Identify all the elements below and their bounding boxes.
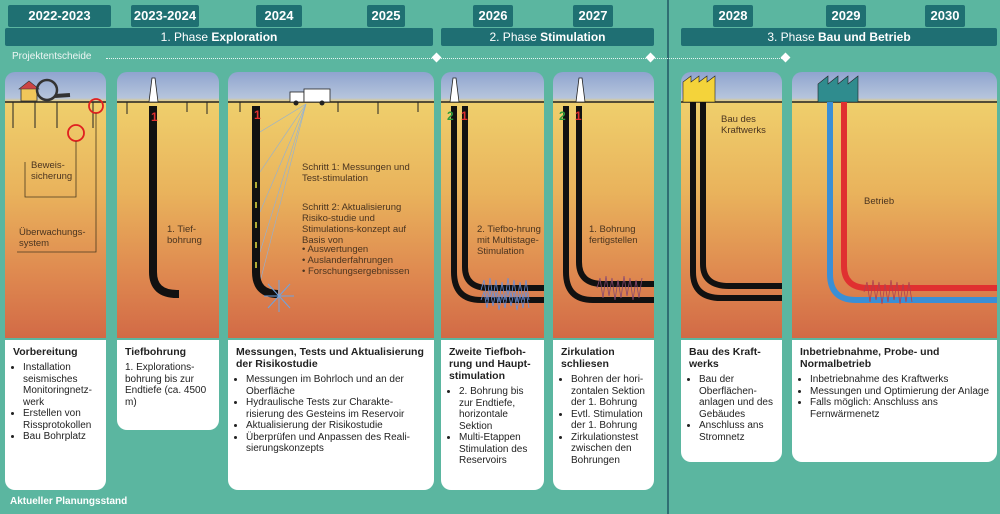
textbox-messungen: Messungen, Tests und Aktualisierung der … (228, 340, 434, 490)
year-2026: 2026 (473, 5, 513, 27)
annotation-schritt-1: Schritt 1: Messungen und Test-stimulatio… (302, 162, 410, 184)
item-messungen-1: Messungen im Bohrloch und an der Oberflä… (246, 374, 428, 397)
annotation-zweite-tiefbohrung: 2. Tiefbo-hrung mit Multistage-Stimulati… (477, 224, 541, 257)
item-messungen-2: Hydraulische Tests zur Charakte-risierun… (246, 397, 428, 420)
year-2028: 2028 (713, 5, 753, 27)
card-zirkulation: 2 1 1. Bohrung fertigstellen (553, 72, 654, 338)
item-vorbereitung-3: Bau Bohrplatz (23, 431, 100, 443)
title-zirkulation: Zirkulation schliesen (561, 346, 615, 370)
messungen-illustration: 1 (228, 88, 434, 312)
projektentscheide-label: Projektentscheide (12, 51, 92, 62)
textbox-zirkulation: Zirkulation schliesen Bohren der hori-zo… (553, 340, 654, 490)
sub-item-auswertungen: • Auswertungen (302, 244, 369, 255)
sub-item-forschungsergebnissen: • Forschungsergebnissen (302, 266, 410, 277)
item-zweite-2: Multi-Etappen Stimulation des Reservoirs (459, 432, 538, 467)
item-inbetriebnahme-2: Messungen und Optimierung der Anlage (810, 386, 991, 398)
sub-item-auswertungen-text: Auswertungen (307, 244, 369, 255)
item-vorbereitung-2: Erstellen von Rissprotokollen (23, 408, 100, 431)
card-messungen: 1 Schritt 1: Messungen und Test-stimulat… (228, 72, 434, 338)
zirkulation-illustration: 2 1 (553, 77, 654, 303)
annotation-sub-items: • Auswertungen • Auslanderfahrungen • Fo… (302, 244, 432, 277)
textbox-zweite-tiefbohrung: Zweite Tiefboh-rung und Haupt-stimulatio… (441, 340, 544, 490)
item-messungen-4: Überprüfen und Anpassen des Reali-sierun… (246, 432, 428, 455)
year-2025: 2025 (367, 5, 405, 27)
decision-diamond-2 (645, 52, 656, 63)
year-2022-2023: 2022-2023 (8, 5, 111, 27)
annotation-ueberwachungssystem: Überwachungs-system (19, 227, 86, 249)
phase-exploration: 1. Phase Exploration (5, 28, 433, 46)
card-vorbereitung: Beweis-sicherung Überwachungs-system (5, 72, 106, 338)
textbox-bau-kraftwerk: Bau des Kraft-werks Bau der Oberflächen-… (681, 340, 782, 462)
annotation-bohrung-fertigstellen: 1. Bohrung fertigstellen (589, 224, 638, 246)
item-bau-1: Bau der Oberflächen-anlagen und des Gebä… (699, 374, 776, 420)
item-zirkulation-1: Bohren der hori-zontalen Sektion der 1. … (571, 374, 648, 409)
title-inbetriebnahme: Inbetriebnahme, Probe- und Normalbetrieb (800, 346, 940, 370)
item-bau-2: Anschluss ans Stromnetz (699, 420, 776, 443)
card-bau-kraftwerk: Bau des Kraftwerks (681, 72, 782, 338)
item-messungen-3: Aktualisierung der Risikostudie (246, 420, 428, 432)
phase-bau-betrieb-prefix: 3. Phase (767, 30, 819, 44)
title-messungen: Messungen, Tests und Aktualisierung der … (236, 346, 424, 370)
year-2024: 2024 (256, 5, 302, 27)
item-inbetriebnahme-3: Falls möglich: Anschluss ans Fernwärmene… (810, 397, 991, 420)
phase-stimulation-name: Stimulation (540, 30, 606, 44)
textbox-inbetriebnahme: Inbetriebnahme, Probe- und Normalbetrieb… (792, 340, 997, 462)
inbetriebnahme-illustration (792, 75, 997, 305)
title-vorbereitung: Vorbereitung (13, 346, 78, 358)
well-number-1-zirkulation: 1 (575, 109, 582, 123)
item-zweite-1: 2. Bohrung bis zur Endtiefe, horizontale… (459, 386, 538, 432)
phase-exploration-name: Exploration (211, 30, 278, 44)
title-zweite-tiefbohrung: Zweite Tiefboh-rung und Haupt-stimulatio… (449, 346, 531, 382)
sub-item-auslanderfahrungen-text: Auslanderfahrungen (307, 255, 394, 266)
title-tiefbohrung: Tiefbohrung (125, 346, 187, 358)
card-tiefbohrung: 1 1. Tief-bohrung (117, 72, 219, 338)
phase-stimulation-prefix: 2. Phase (489, 30, 541, 44)
well-number-1-zweite: 1 (461, 109, 468, 123)
well-number-2-zirkulation: 2 (559, 109, 566, 123)
year-2029: 2029 (826, 5, 866, 27)
annotation-erste-tiefbohrung: 1. Tief-bohrung (167, 224, 202, 246)
annotation-schritt-2: Schritt 2: Aktualisierung Risiko-studie … (302, 202, 407, 246)
well-number-1-messungen: 1 (254, 108, 261, 122)
item-vorbereitung-1: Installation seismisches Monitoringnetz-… (23, 362, 100, 408)
phase-bau-betrieb: 3. Phase Bau und Betrieb (681, 28, 997, 46)
annotation-beweissicherung: Beweis-sicherung (31, 160, 73, 182)
textbox-tiefbohrung: Tiefbohrung 1. Explorations-bohrung bis … (117, 340, 219, 430)
zweite-tiefbohrung-illustration: 2 1 (441, 77, 544, 311)
item-zirkulation-3: Zirkulationstest zwischen den Bohrungen (571, 432, 648, 467)
projektentscheide-line (106, 58, 786, 59)
footer-planungsstand: Aktueller Planungsstand (10, 496, 128, 507)
year-2027: 2027 (573, 5, 613, 27)
phase-bau-betrieb-name: Bau und Betrieb (818, 30, 911, 44)
phase-divider (667, 0, 669, 514)
textbox-vorbereitung: Vorbereitung Installation seismisches Mo… (5, 340, 106, 490)
sub-item-auslanderfahrungen: • Auslanderfahrungen (302, 255, 394, 266)
card-inbetriebnahme: Betrieb (792, 72, 997, 338)
vorbereitung-illustration (5, 78, 106, 253)
annotation-bau-des-kraftwerks: Bau des Kraftwerks (721, 114, 766, 136)
title-bau-kraftwerk: Bau des Kraft-werks (689, 346, 761, 370)
sub-item-forschungsergebnissen-text: Forschungsergebnissen (307, 266, 410, 277)
annotation-betrieb: Betrieb (864, 196, 895, 207)
item-inbetriebnahme-1: Inbetriebnahme des Kraftwerks (810, 374, 991, 386)
well-number-1: 1 (151, 110, 158, 124)
bau-kraftwerk-illustration (681, 75, 782, 301)
decision-diamond-3 (780, 52, 791, 63)
decision-diamond-1 (431, 52, 442, 63)
well-number-2: 2 (447, 109, 454, 123)
card-zweite-tiefbohrung: 2 1 2. Tiefbo-hrung mit Multistage-Stimu… (441, 72, 544, 338)
item-tiefbohrung-1: 1. Explorations-bohrung bis zur Endtiefe… (125, 362, 207, 408)
tiefbohrung-illustration: 1 (117, 77, 219, 298)
year-2030: 2030 (925, 5, 965, 27)
phase-stimulation: 2. Phase Stimulation (441, 28, 654, 46)
phase-exploration-prefix: 1. Phase (160, 30, 212, 44)
year-2023-2024: 2023-2024 (131, 5, 199, 27)
item-zirkulation-2: Evtl. Stimulation der 1. Bohrung (571, 409, 648, 432)
